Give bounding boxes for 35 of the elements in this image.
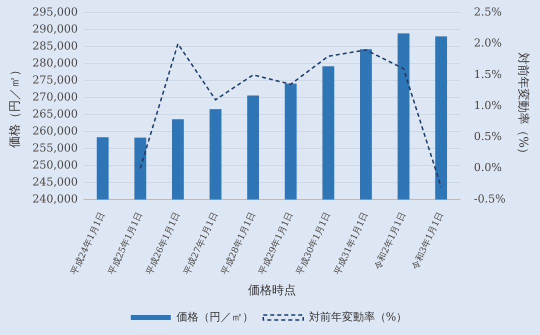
x-tick-label: 平成29年1月1日 [256, 210, 296, 277]
y2-tick-label: 1.5% [474, 68, 502, 81]
y-tick-label: 245,000 [32, 175, 78, 188]
y-tick-label: 290,000 [32, 22, 78, 36]
y2-tick-label: 2.5% [474, 5, 502, 18]
x-tick-label: 平成28年1月1日 [219, 210, 258, 277]
y2-tick-label: 1.0% [474, 98, 502, 112]
x-tick-label: 平成26年1月1日 [144, 210, 183, 277]
y-tick-label: 280,000 [32, 56, 78, 70]
y2-tick-label: 0.5% [474, 130, 502, 144]
y-tick-label: 240,000 [32, 192, 78, 206]
x-tick-label: 平成31年1月1日 [332, 210, 371, 277]
y2-tick-label: -0.5% [474, 192, 506, 206]
y-tick-label: 295,000 [32, 5, 78, 18]
y-tick-label: 270,000 [32, 90, 78, 104]
y-tick-label: 285,000 [32, 39, 78, 52]
legend-label: 対前年変動率（%） [308, 310, 408, 324]
x-tick-label: 平成24年1月1日 [68, 210, 108, 277]
x-axis-title: 価格時点 [248, 282, 296, 297]
x-tick-label: 平成27年1月1日 [182, 210, 220, 277]
y-tick-label: 275,000 [32, 73, 78, 86]
y2-tick-label: 2.0% [474, 36, 502, 50]
y-tick-label: 250,000 [32, 158, 78, 172]
y-tick-label: 260,000 [32, 124, 78, 138]
y2-axis-title: 対前年変動率（%） [516, 52, 531, 160]
x-tick-label: 平成30年1月1日 [294, 210, 334, 277]
x-tick-label: 平成25年1月1日 [106, 210, 146, 277]
y2-tick-label: 0.0% [474, 161, 502, 174]
legend-label: 価格（円／㎡） [176, 310, 254, 324]
y-axis-title: 価格（円／㎡） [7, 64, 22, 148]
x-tick-label: 令和3年1月1日 [410, 210, 446, 272]
y-tick-label: 255,000 [32, 141, 78, 154]
x-tick-label: 令和2年1月1日 [372, 210, 408, 272]
line-series [140, 43, 442, 188]
y-tick-label: 265,000 [32, 107, 78, 120]
